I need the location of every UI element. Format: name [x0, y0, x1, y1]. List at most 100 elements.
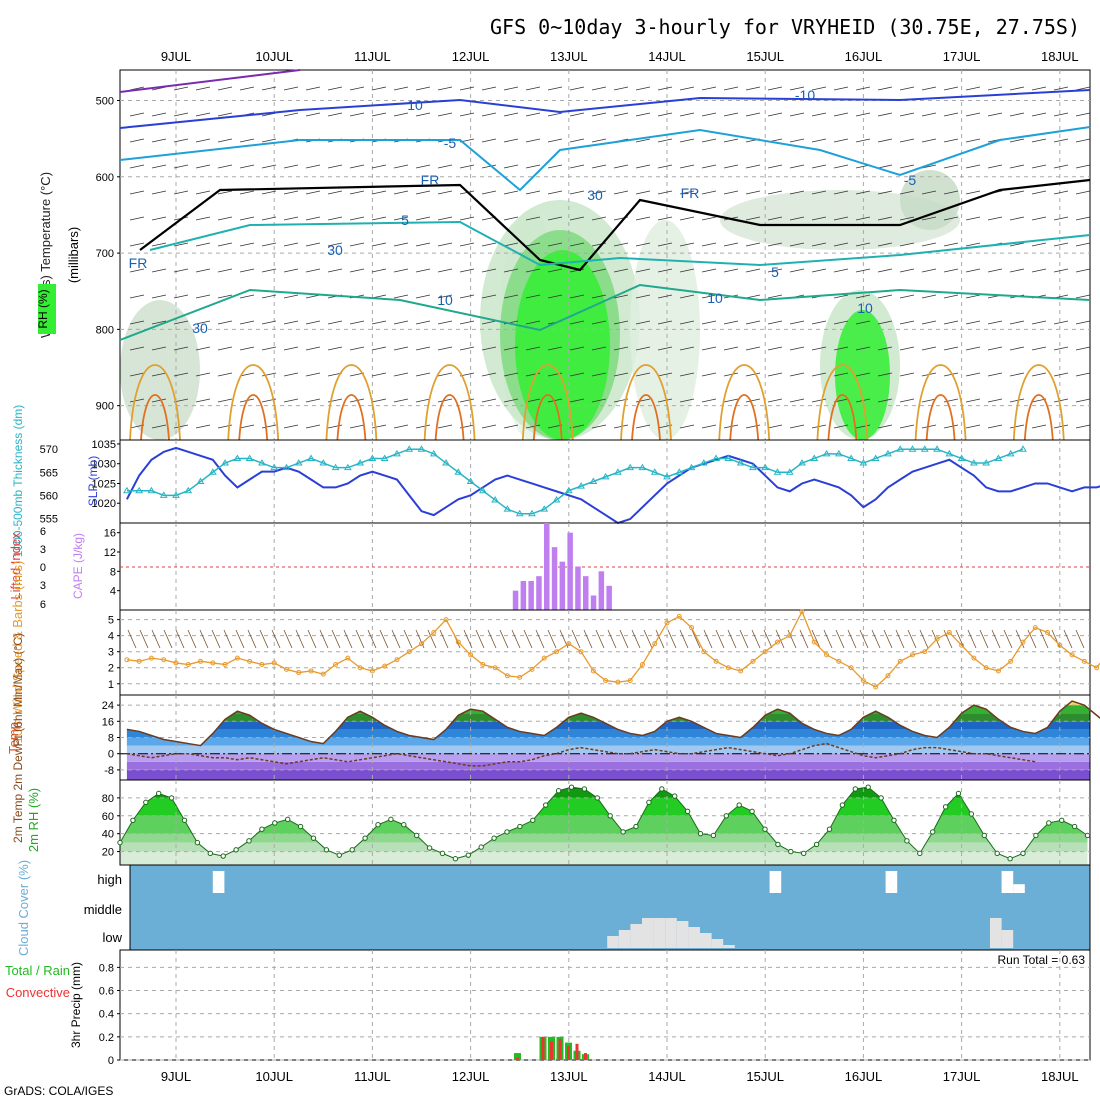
- wind-barb: [871, 629, 881, 649]
- rh-point: [749, 808, 755, 815]
- thickness-point: [417, 445, 426, 452]
- contour-label: FR: [129, 255, 148, 271]
- upper-wind-barb: [987, 216, 1003, 221]
- rh-point: [297, 823, 304, 830]
- temp-ytick: 16: [102, 716, 114, 728]
- upper-wind-barb: [987, 164, 1003, 169]
- upper-wind-barb: [635, 294, 651, 299]
- top-date-label: 12JUL: [452, 49, 490, 64]
- wind-speed-point: [357, 665, 363, 671]
- thickness-point: [724, 454, 733, 461]
- upper-wind-barb: [481, 268, 497, 273]
- upper-wind-barb: [701, 424, 717, 429]
- upper-wind-barb: [481, 294, 497, 299]
- upper-wind-barb: [151, 216, 167, 221]
- wind-speed-point: [1020, 639, 1026, 645]
- upper-wind-barb: [217, 138, 233, 143]
- wind-speed-point: [382, 663, 388, 669]
- upper-wind-barb: [371, 164, 387, 169]
- slp-thickness-panel: 1035 1030 1025 1020 570 565 560 555 1000-500mb T…: [11, 405, 1100, 557]
- wind-speed-point: [455, 639, 461, 645]
- rh-point: [1020, 850, 1026, 857]
- temp-contour-15: [227, 364, 280, 441]
- temp-contour-20: [925, 394, 956, 441]
- upper-wind-barb: [415, 320, 431, 325]
- upper-wind-barb: [503, 268, 519, 273]
- temp-line: [126, 700, 1100, 747]
- upper-wind-barb: [459, 398, 475, 403]
- upper-wind-barb: [481, 346, 497, 351]
- upper-wind-barb: [569, 112, 585, 117]
- rh-shading: [900, 170, 960, 230]
- upper-wind-barb: [767, 320, 783, 325]
- rh-point: [323, 847, 330, 853]
- thickness-point: [933, 445, 941, 452]
- rh-point: [852, 786, 858, 792]
- upper-wind-barb: [877, 346, 893, 351]
- upper-wind-barb: [635, 216, 651, 221]
- thickness-line: [126, 448, 1024, 515]
- upper-wind-barb: [261, 268, 277, 273]
- slp-ytick: 1025: [92, 478, 116, 490]
- precip-total-label: Total / Rain: [5, 963, 70, 978]
- rh-point: [878, 795, 884, 801]
- upper-wind-barb: [657, 294, 673, 299]
- cape-bar: [520, 581, 527, 610]
- upper-wind-barb: [943, 294, 959, 299]
- upper-wind-barb: [1009, 398, 1025, 403]
- upper-wind-barb: [591, 424, 607, 429]
- thickness-point: [356, 459, 365, 466]
- upper-wind-barb: [613, 242, 629, 247]
- upper-wind-barb: [503, 398, 519, 403]
- wind-speed-point: [394, 657, 400, 663]
- rh-point: [452, 856, 459, 862]
- rh-point: [130, 817, 136, 823]
- upper-wind-barb: [789, 268, 805, 273]
- upper-wind-barb: [283, 164, 299, 169]
- upper-wind-barb: [525, 398, 541, 403]
- upper-wind-barb: [151, 138, 167, 143]
- upper-wind-barb: [1053, 138, 1069, 143]
- cape-ytick: 12: [104, 547, 116, 559]
- upper-wind-barb: [1009, 216, 1025, 221]
- thickness-point: [982, 459, 991, 466]
- wind-speed-point: [922, 649, 928, 655]
- upper-wind-barb: [129, 320, 145, 325]
- upper-wind-barb: [833, 112, 849, 117]
- upper-wind-barb: [393, 112, 409, 117]
- temp-contour-minus20: [119, 69, 301, 93]
- upper-wind-barb: [1075, 398, 1091, 403]
- slp-ylabel: SLP (mb): [86, 456, 100, 506]
- upper-wind-barb: [173, 346, 189, 351]
- upper-wind-barb: [525, 242, 541, 247]
- upper-wind-barb: [327, 86, 343, 91]
- rh-point: [904, 838, 910, 844]
- wind-speed-point: [554, 649, 560, 655]
- upper-wind-barb: [745, 372, 761, 377]
- wind-barb: [991, 629, 1001, 649]
- upper-wind-barb: [173, 294, 189, 299]
- upper-wind-barb: [503, 346, 519, 351]
- upper-wind-barb: [767, 190, 783, 195]
- cloud-high-bar: [1094, 871, 1100, 893]
- upper-wind-barb: [833, 190, 849, 195]
- rh-point: [530, 817, 536, 823]
- upper-wind-barb: [349, 164, 365, 169]
- wind-speed-point: [578, 649, 584, 655]
- upper-wind-barb: [987, 320, 1003, 325]
- upper-wind-barb: [195, 242, 211, 247]
- wind-barb: [1003, 629, 1013, 649]
- thickness-point: [405, 445, 414, 452]
- upper-wind-barb: [679, 268, 695, 273]
- temp-contour-20: [827, 394, 858, 441]
- upper-wind-barb: [327, 320, 343, 325]
- rh-point: [994, 850, 1000, 857]
- thickness-point: [221, 459, 229, 466]
- rh-shading: [515, 250, 610, 440]
- rh-point: [942, 804, 949, 810]
- upper-wind-barb: [965, 346, 981, 351]
- upper-wind-barb: [701, 216, 717, 221]
- upper-wind-barb: [195, 424, 211, 429]
- upper-wind-barb: [965, 86, 981, 91]
- precip-ytick: 0.2: [99, 1032, 114, 1044]
